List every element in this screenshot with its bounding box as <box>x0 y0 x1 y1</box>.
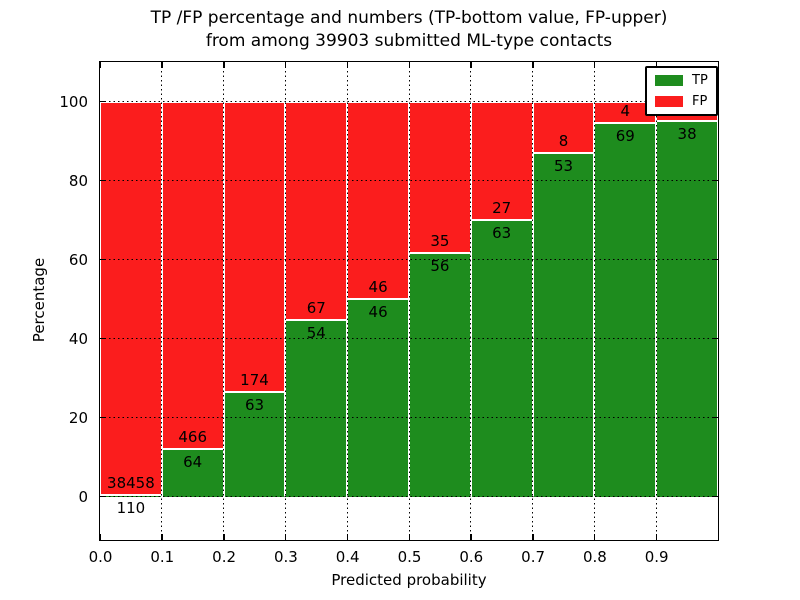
y-tick-mark <box>100 258 106 261</box>
x-tick-mark <box>346 534 349 540</box>
bar-fp-segment <box>532 101 595 154</box>
y-tick-mark <box>712 337 718 340</box>
y-tick-mark <box>712 495 718 498</box>
y-tick-mark <box>100 495 106 498</box>
y-tick-mark <box>712 179 718 182</box>
plot-area: 38458 110 466 64 174 63 67 54 46 46 35 56 27 63 8 53 4 69… <box>99 61 719 541</box>
y-tick-mark <box>100 179 106 182</box>
x-tick-label: 0.7 <box>521 548 546 566</box>
legend-entry-fp: FP <box>655 94 708 109</box>
x-tick-mark <box>408 62 410 68</box>
tp-count-label: 53 <box>553 157 574 176</box>
y-tick-mark <box>100 337 106 340</box>
x-tick-mark <box>593 534 596 540</box>
tp-count-label: 46 <box>368 303 388 322</box>
tp-count-label: 69 <box>615 127 635 146</box>
bar-tp-segment <box>161 448 224 497</box>
fp-count-label: 8 <box>558 132 569 151</box>
x-tick-mark <box>99 534 101 540</box>
x-tick-mark <box>223 534 225 540</box>
chart-title: TP /FP percentage and numbers (TP-bottom… <box>99 7 719 53</box>
x-tick-mark <box>593 62 596 68</box>
x-axis-label: Predicted probability <box>331 571 487 589</box>
tp-count-label: 63 <box>244 395 265 414</box>
y-tick-label: 80 <box>68 172 88 190</box>
fp-count-label: 35 <box>430 232 450 251</box>
x-tick-mark <box>161 62 163 68</box>
fp-count-label: 67 <box>306 299 326 318</box>
x-tick-mark <box>470 534 472 540</box>
x-tick-label: 0.8 <box>582 548 607 566</box>
bar-tp-segment <box>594 123 657 497</box>
fp-count-label: 27 <box>492 199 512 218</box>
x-tick-label: 0.1 <box>150 548 175 566</box>
fp-color-swatch-icon <box>655 96 683 107</box>
x-tick-mark <box>284 62 287 68</box>
y-tick-label: 0 <box>78 488 88 507</box>
x-tick-label: 0.5 <box>397 548 422 566</box>
fp-count-label: 38458 <box>107 474 155 493</box>
tp-count-label: 63 <box>492 224 512 243</box>
tp-count-label: 56 <box>430 257 450 276</box>
x-tick-label: 0.6 <box>459 548 484 566</box>
y-tick-mark <box>712 258 718 261</box>
x-tick-mark <box>408 534 410 540</box>
tp-count-label: 64 <box>183 452 203 471</box>
x-tick-mark <box>470 62 472 68</box>
legend-label-tp: TP <box>692 73 708 88</box>
y-tick-label: 60 <box>68 251 88 270</box>
legend-entry-tp: TP <box>655 73 708 88</box>
fp-count-label: 4 <box>620 102 631 121</box>
y-tick-mark <box>712 416 718 419</box>
legend: TP FP <box>645 66 718 116</box>
x-tick-mark <box>655 534 658 540</box>
x-tick-mark <box>161 534 163 540</box>
x-tick-label: 0.9 <box>644 548 669 566</box>
y-tick-label: 40 <box>68 330 88 349</box>
x-tick-label: 0.4 <box>335 548 360 566</box>
tp-count-label: 54 <box>306 324 326 343</box>
tp-count-label: 110 <box>116 499 146 518</box>
bar-fp-segment <box>409 101 471 254</box>
x-tick-mark <box>284 534 287 540</box>
legend-label-fp: FP <box>692 94 708 109</box>
chart-title-line2: from among 39903 submitted ML-type conta… <box>205 31 613 51</box>
x-tick-mark <box>99 62 101 68</box>
x-tick-label: 0.3 <box>273 548 298 566</box>
y-tick-mark <box>100 100 106 103</box>
bar-fp-segment <box>470 101 533 220</box>
y-tick-label: 20 <box>68 409 88 428</box>
bar-tp-segment <box>470 220 533 497</box>
chart-title-line1: TP /FP percentage and numbers (TP-bottom… <box>150 8 668 28</box>
x-tick-mark <box>532 62 534 68</box>
bar-fp-segment <box>223 101 286 392</box>
tp-color-swatch-icon <box>655 75 683 86</box>
tp-count-label: 38 <box>677 125 697 144</box>
y-tick-label: 100 <box>59 93 88 111</box>
y-tick-mark <box>100 416 106 419</box>
fp-count-label: 46 <box>368 278 388 297</box>
bar-tp-segment <box>656 121 718 497</box>
x-tick-mark <box>346 62 349 68</box>
fp-count-label: 466 <box>178 427 207 446</box>
bar-fp-segment <box>100 101 162 496</box>
x-tick-label: 0.2 <box>212 548 237 566</box>
fp-count-label: 174 <box>240 370 269 389</box>
x-tick-mark <box>223 62 225 68</box>
x-tick-mark <box>532 534 534 540</box>
x-tick-label: 0.0 <box>88 548 113 566</box>
bar-tp-segment <box>100 495 162 497</box>
